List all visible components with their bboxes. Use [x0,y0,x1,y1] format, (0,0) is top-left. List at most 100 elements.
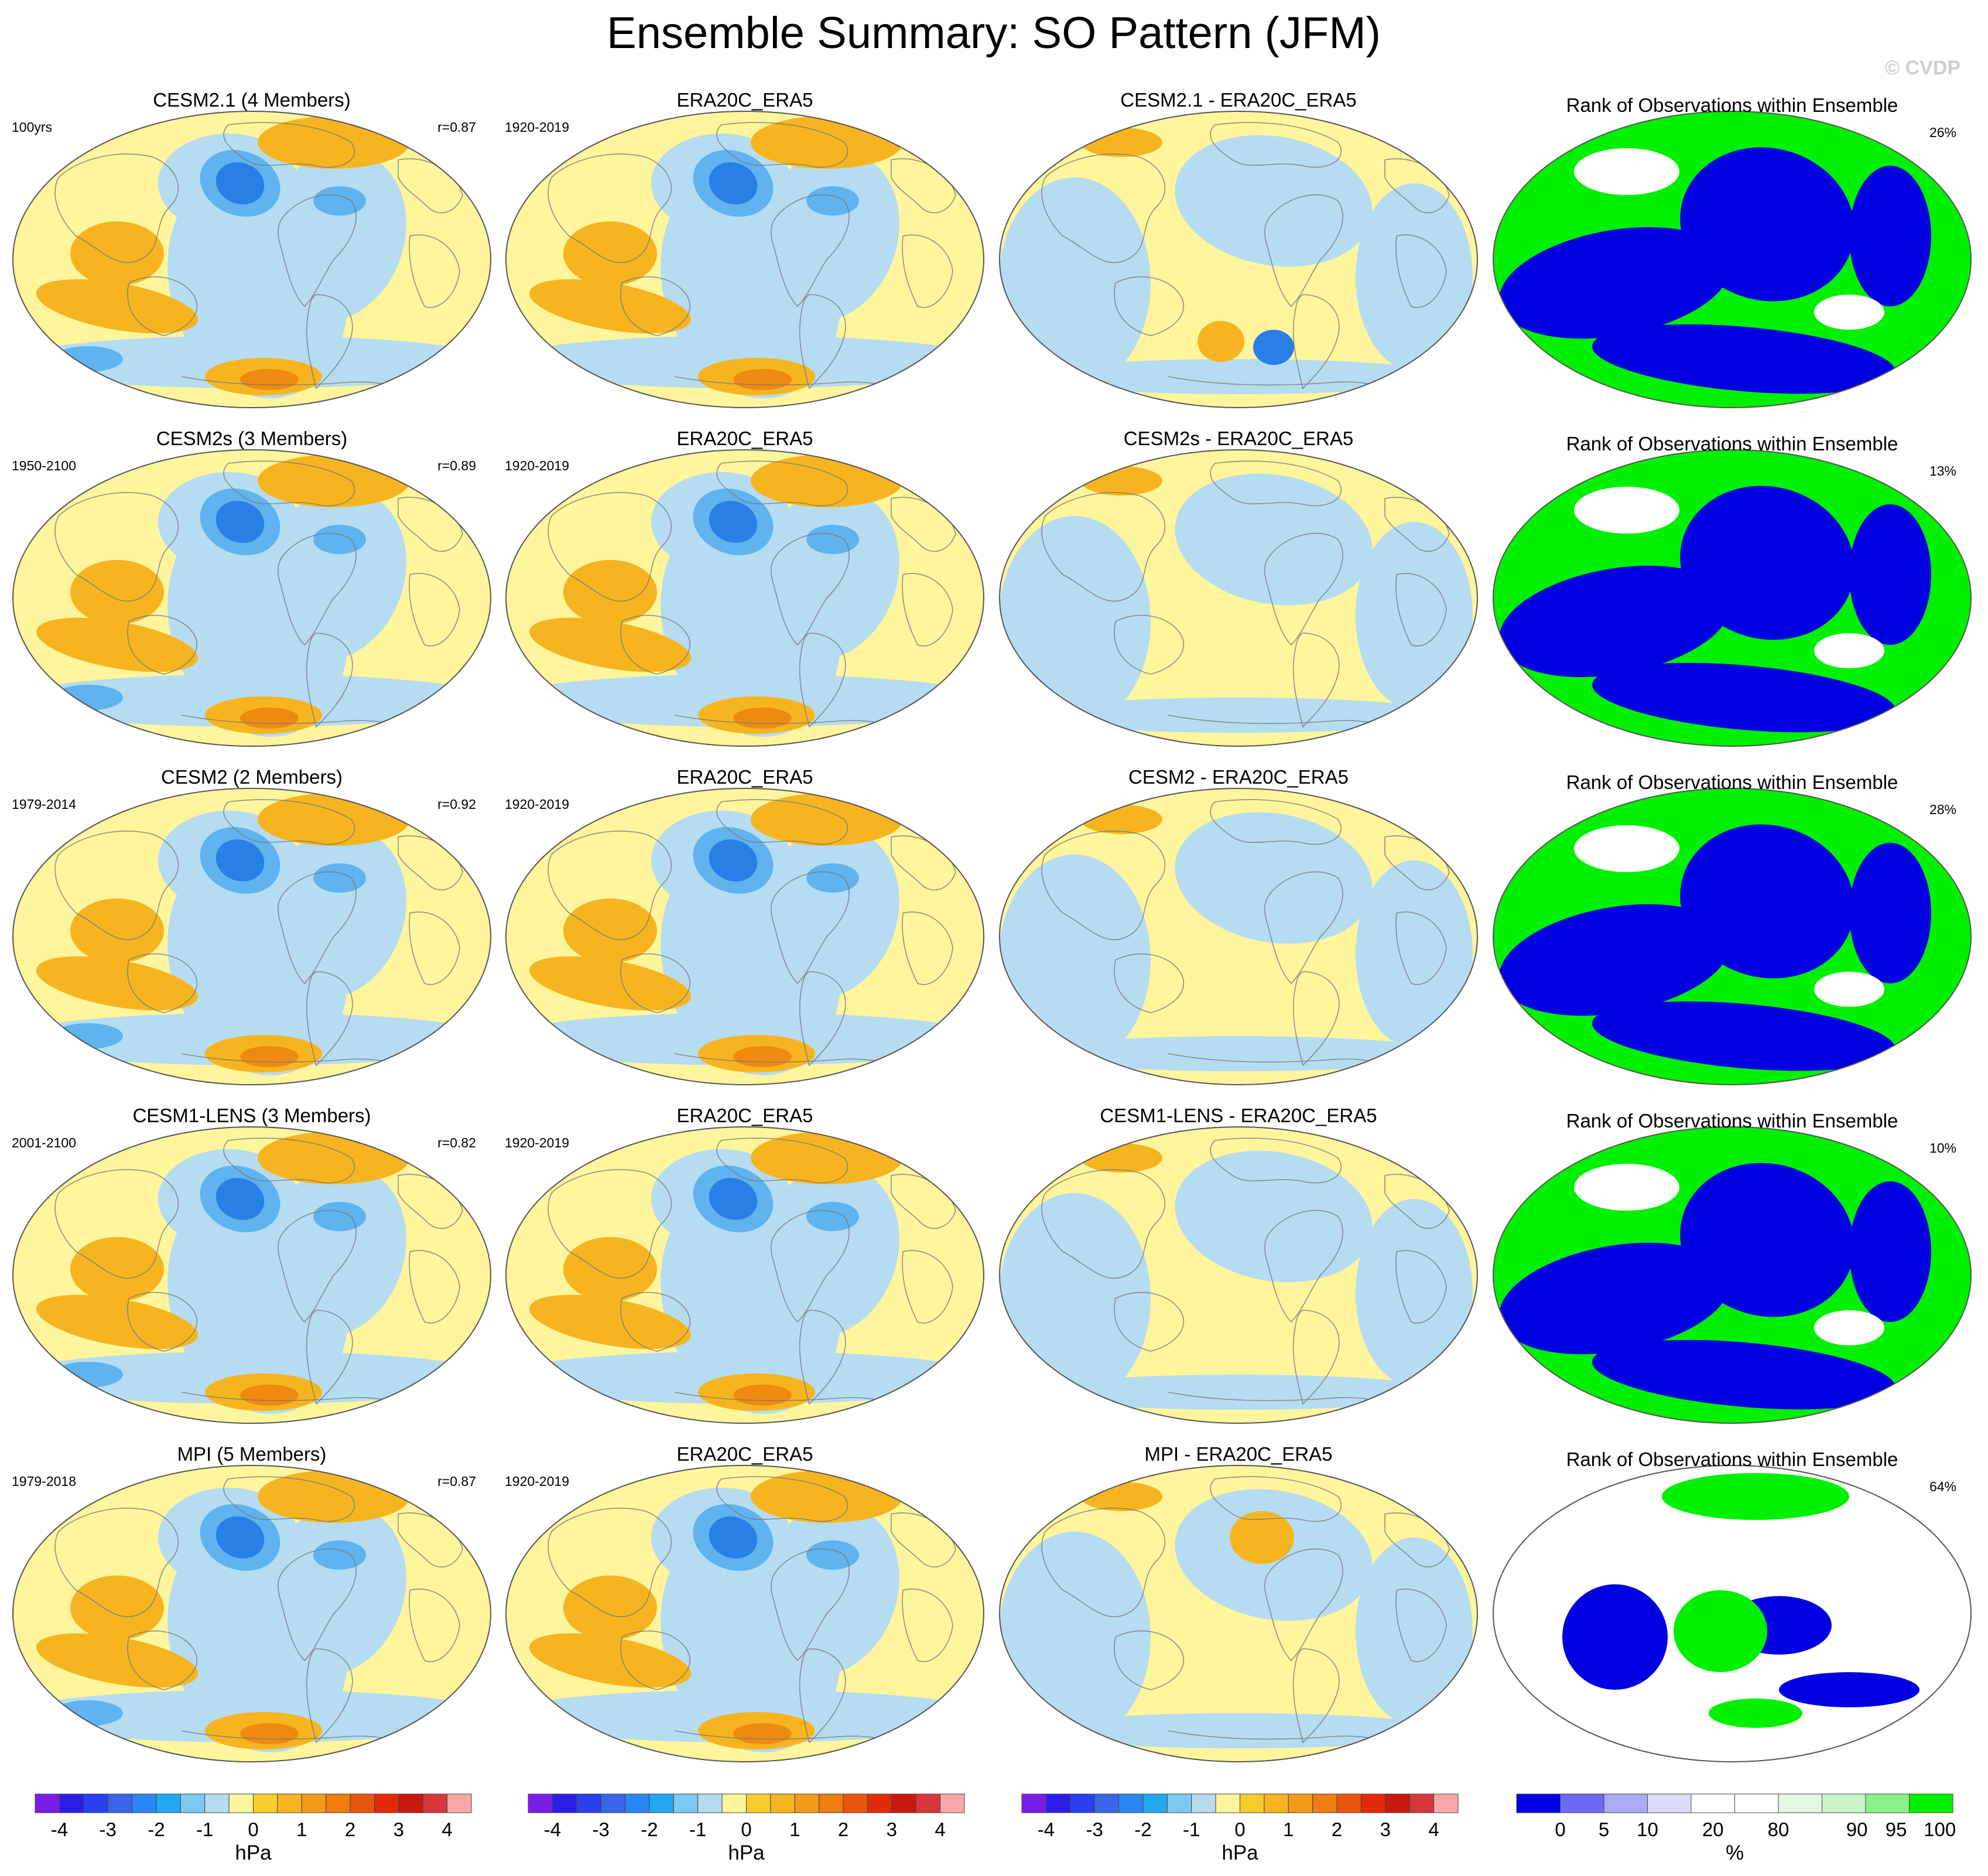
globe-outline [12,111,491,408]
colorbar-swatch [528,1793,553,1813]
panel-title-model: MPI (5 Members) [177,1443,327,1465]
low-pressure-region [709,1178,758,1220]
colorbar-swatch [374,1793,399,1813]
low-pressure-region [709,1516,758,1559]
coastline [278,871,357,985]
rank-mid-region [1814,972,1884,1007]
colorbar-swatch [794,1793,820,1813]
rank-low-region [1592,662,1896,733]
high-pressure-region [36,956,199,1011]
coastline [548,492,672,602]
colorbar-swatch [867,1793,892,1813]
coastline [1395,1588,1447,1662]
globe-outline [1493,449,1972,747]
coastline [1041,831,1166,941]
colorbar-swatch [1433,1793,1459,1813]
high-pressure-region [751,1132,903,1184]
colorbar-tick-label: 4 [442,1819,452,1840]
globe-outline [505,449,984,747]
low-pressure-region [754,488,899,661]
coastline [1210,1476,1342,1522]
colorbar-swatch [277,1793,302,1813]
high-pressure-region [563,560,657,624]
low-pressure-region [313,186,366,216]
low-pressure-region [313,1540,366,1570]
high-pressure-region [733,708,792,729]
colorbar-swatch [1603,1793,1648,1813]
high-pressure-region [258,116,410,169]
colorbar-tick-label: -2 [1134,1819,1151,1840]
coastline [409,911,460,985]
negative-difference-region [1175,135,1373,267]
coastline [306,633,353,728]
coastline [799,294,846,389]
globe-outline [505,1126,984,1424]
high-pressure-region [751,455,903,507]
low-pressure-region [806,525,859,554]
coastline [1264,871,1343,985]
coastline [1395,911,1447,985]
coastline [1114,953,1184,1013]
high-pressure-region [240,708,299,729]
coastline [1292,1310,1340,1405]
high-pressure-region [733,1046,792,1067]
map-panel-rank [1493,111,1972,408]
low-pressure-region [261,1166,406,1338]
coastline [716,1137,848,1184]
colorbar-swatch [228,1793,254,1813]
colorbar-swatch [1288,1793,1313,1813]
panel-title-rank: Rank of Observations within Ensemble [1566,1448,1898,1470]
colorbar-unit: hPa [1221,1841,1258,1864]
negative-difference-region [1356,860,1473,1048]
rank-low-region [1849,1181,1931,1322]
colorbar-swatch [301,1793,327,1813]
colorbar-swatch [156,1793,181,1813]
coastline [278,1548,357,1662]
colorbar-swatch [1909,1793,1953,1813]
colorbar-tick-label: 4 [1428,1819,1439,1840]
map-panel-obs [505,1465,984,1762]
low-pressure-region [313,1202,366,1231]
low-pressure-region [261,488,406,661]
globe-outline [12,1126,491,1424]
colorbar-tick-label: -4 [51,1819,68,1840]
negative-difference-region [1253,330,1294,365]
panel-title-model: CESM2s (3 Members) [156,428,347,449]
colorbar-tick-label: -4 [1038,1819,1055,1840]
panel-title-obs: ERA20C_ERA5 [677,428,813,449]
coastline [1264,194,1343,307]
coastline [306,1310,353,1405]
colorbar-tick-label: -3 [99,1819,116,1840]
rank-low-region [1849,166,1931,306]
coastline [223,460,355,507]
colorbar-tick-label: 3 [887,1819,897,1840]
low-pressure-region [806,186,859,216]
colorbar-tick-label: 1 [1283,1819,1294,1840]
colorbar-tick-label: 5 [1599,1819,1609,1840]
low-pressure-region [261,827,406,999]
colorbar-unit: % [1726,1841,1744,1864]
panel-title-rank: Rank of Observations within Ensemble [1566,94,1898,116]
coastline [771,532,850,646]
high-pressure-region [733,1723,792,1744]
rank-percentage: 13% [1929,463,1956,479]
map-panels: CESM2.1 (4 Members) 100yrs r=0.87 ERA20C_ER… [12,89,1972,1762]
low-pressure-region [215,1516,265,1559]
coastline [1210,460,1342,507]
high-pressure-region [733,369,792,390]
high-pressure-region [240,1385,299,1406]
high-pressure-region [36,617,199,672]
colorbar-swatch [940,1793,965,1813]
rank-mid-region [1574,148,1679,195]
panel-title-diff: MPI - ERA20C_ERA5 [1145,1443,1333,1465]
globe-outline [1493,788,1972,1085]
colorbar-tick-label: 0 [1555,1819,1565,1840]
colorbar-unit: hPa [235,1841,272,1864]
colorbar-swatch [1778,1793,1822,1813]
colorbar-swatch [1647,1793,1692,1813]
coastline [1264,1548,1343,1662]
colorbar-swatch [915,1793,941,1813]
colorbar-tick-label: -1 [689,1819,706,1840]
rank-low-region [1680,147,1854,302]
low-pressure-region [313,863,366,893]
